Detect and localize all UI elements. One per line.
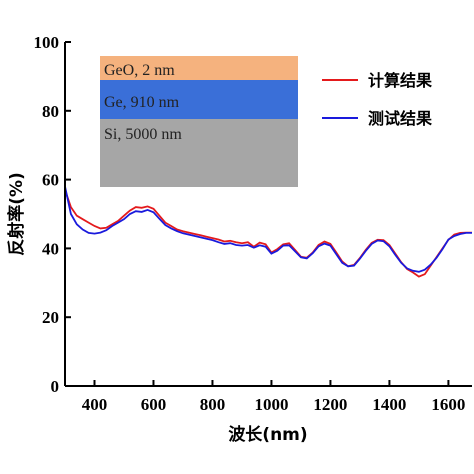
x-tick-label: 800: [200, 395, 226, 414]
y-tick-label: 80: [42, 102, 59, 121]
y-tick-label: 20: [42, 308, 59, 327]
legend-label-calculated: 计算结果: [368, 71, 432, 90]
layer-geo-label: GeO, 2 nm: [104, 62, 175, 79]
x-tick-label: 400: [82, 395, 108, 414]
layer-stack-inset: GeO, 2 nm Ge, 910 nm Si, 5000 nm: [100, 56, 298, 187]
x-tick-label: 1200: [313, 395, 347, 414]
x-axis-title: 波长(nm): [228, 424, 307, 445]
series-line-measured: [64, 186, 472, 273]
layer-ge-label: Ge, 910 nm: [104, 94, 180, 111]
layer-geo-rect: [100, 56, 298, 80]
series-line-calculated: [64, 189, 472, 278]
y-tick-label: 60: [42, 171, 59, 190]
axis-ticks: 400 600 800 1000 1200 1400 1600 0 20 40 60 80 100: [34, 33, 466, 414]
legend-label-measured: 测试结果: [368, 109, 432, 128]
layer-si-rect: [100, 119, 298, 187]
layer-si-label: Si, 5000 nm: [104, 126, 182, 143]
legend: 计算结果 测试结果: [322, 71, 432, 128]
plot-area: [64, 186, 472, 278]
x-tick-label: 1400: [372, 395, 406, 414]
x-tick-label: 1600: [431, 395, 465, 414]
y-axis-title: 反射率(%): [6, 172, 27, 256]
y-tick-label: 100: [34, 33, 60, 52]
y-tick-label: 40: [42, 239, 59, 258]
x-tick-label: 600: [141, 395, 167, 414]
x-tick-label: 1000: [254, 395, 288, 414]
y-tick-label: 0: [51, 377, 60, 396]
layer-ge-rect: [100, 80, 298, 119]
